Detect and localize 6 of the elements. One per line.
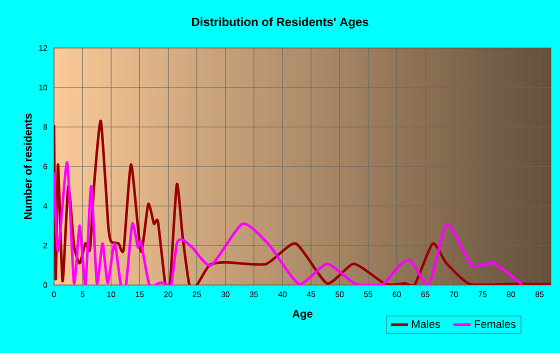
y-axis-title: Number of residents xyxy=(24,114,32,220)
x-axis-title: Age xyxy=(292,310,312,320)
chart-title: Distribution of Residents' Ages xyxy=(192,17,368,29)
legend-label: Males xyxy=(412,320,440,328)
legend-label: Females xyxy=(474,320,516,328)
line-series xyxy=(54,161,523,285)
